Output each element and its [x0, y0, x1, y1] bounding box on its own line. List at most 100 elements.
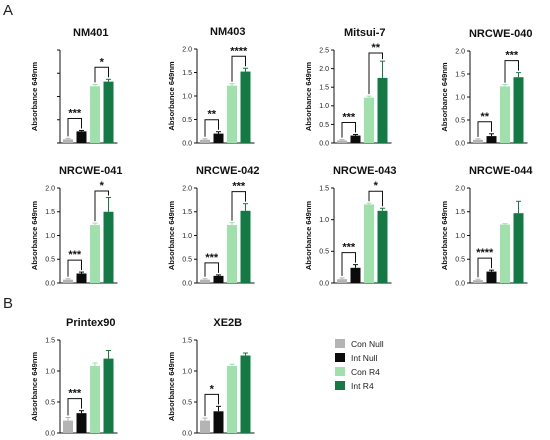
legend-label: Int Null [351, 353, 378, 363]
y-tick-label: 1.5 [182, 209, 192, 216]
legend-swatch [335, 339, 345, 348]
bar-int-r4 [513, 77, 524, 143]
chart-nrcwe-041: NRCWE-041 0.0 0.5 1.0 1.5 2.0 Absorbance 649nm… [30, 165, 123, 287]
bar-con-null [200, 420, 210, 433]
bar-int-r4 [240, 71, 251, 143]
bar-con-r4 [227, 85, 237, 143]
y-tick-label: 1.5 [455, 209, 465, 216]
chart-nrcwe-040: NRCWE-040 0.0 0.5 1.0 1.5 2.0 Absorbance 649nm… [440, 28, 533, 147]
bracket-line [477, 121, 492, 137]
y-tick-label: 0.5 [182, 117, 192, 124]
y-tick-label: 0.5 [182, 257, 192, 264]
bar-con-null [63, 139, 73, 143]
bar-int-null [76, 131, 87, 143]
bar-con-null [337, 279, 347, 283]
chart-title: NRCWE-044 [469, 165, 533, 177]
legend-swatch [335, 353, 345, 362]
significance-bracket: ** [477, 111, 492, 137]
bar-con-r4 [227, 366, 237, 433]
significance-label: * [100, 56, 105, 68]
significance-bracket: *** [341, 111, 356, 138]
significance-label: **** [230, 45, 248, 57]
bar-con-r4 [90, 225, 100, 283]
bracket-line [94, 66, 109, 83]
y-tick-label: 0.0 [182, 430, 192, 437]
y-tick-label: 0.5 [319, 249, 329, 256]
bar-int-null [486, 136, 497, 143]
bar-int-r4 [240, 210, 251, 283]
bar-con-null [63, 279, 73, 283]
significance-bracket: ** [368, 42, 383, 95]
legend: Con Null Int Null Con R4 Int R4 [335, 339, 384, 391]
bar-con-null [200, 139, 210, 143]
y-tick-label: 1.0 [455, 233, 465, 240]
chart-xe2b: XE2B 0.0 0.5 1.0 1.5 Absorbance 649nm * [167, 317, 255, 437]
significance-label: *** [505, 50, 519, 62]
bar-int-null [213, 275, 224, 283]
significance-bracket: *** [504, 50, 519, 83]
chart-nrcwe-042: NRCWE-042 0.0 0.5 1.0 1.5 2.0 Absorbance 649nm… [167, 165, 260, 287]
legend-item-con-r4: Con R4 [335, 367, 380, 377]
legend-label: Con Null [351, 339, 384, 349]
bracket-line [231, 55, 246, 82]
chart-title: NRCWE-040 [469, 28, 533, 40]
significance-label: *** [68, 249, 82, 261]
bracket-line [67, 398, 82, 416]
y-tick-label: 0.0 [319, 140, 329, 147]
legend-item-int-r4: Int R4 [335, 381, 374, 391]
y-tick-label: 1.0 [319, 103, 329, 110]
y-axis-label: Absorbance 649nm [30, 352, 39, 422]
chart-title: NRCWE-041 [59, 165, 123, 177]
chart-title: Mitsui-7 [344, 27, 386, 39]
chart-nrcwe-044: NRCWE-044 0.0 0.5 1.0 1.5 2.0 Absorbance 649nm… [440, 165, 533, 287]
bar-int-null [76, 413, 87, 433]
significance-label: ** [207, 109, 216, 121]
bar-int-null [213, 411, 224, 433]
bracket-line [504, 60, 519, 83]
significance-bracket: ** [204, 109, 219, 137]
legend-item-con-null: Con Null [335, 339, 384, 349]
chart-title: XE2B [213, 317, 242, 329]
y-axis-label: Absorbance 649nm [167, 352, 176, 422]
y-tick-label: 1.5 [182, 70, 192, 77]
bracket-line [204, 119, 219, 137]
bracket-line [477, 257, 492, 278]
chart-title: NM403 [210, 26, 245, 38]
bar-int-r4 [103, 211, 114, 283]
bar-int-null [213, 133, 224, 143]
significance-bracket: *** [67, 249, 82, 277]
significance-bracket: **** [476, 247, 494, 278]
bracket-line [368, 52, 383, 95]
bar-int-r4 [377, 77, 388, 143]
significance-bracket: * [94, 180, 109, 222]
y-axis-label: Absorbance 649nm [440, 62, 449, 132]
y-tick-label: 0.0 [455, 140, 465, 147]
significance-label: **** [476, 247, 494, 259]
bar-int-r4 [240, 355, 251, 433]
chart-title: Printex90 [66, 317, 116, 329]
y-axis-label: Absorbance 649nm [30, 62, 39, 132]
chart-mitsui-7: Mitsui-7 0.0 0.5 1.0 1.5 2.0 2.5 Absorbance 649… [304, 27, 392, 147]
significance-label: ** [371, 42, 380, 54]
y-tick-label: 0.0 [319, 280, 329, 287]
significance-label: * [100, 180, 105, 192]
bar-int-r4 [103, 358, 114, 433]
bar-int-null [76, 273, 87, 283]
significance-bracket: * [204, 383, 219, 417]
bracket-line [67, 259, 82, 277]
bar-int-null [486, 271, 497, 283]
y-tick-label: 1.0 [182, 368, 192, 375]
bar-con-r4 [227, 225, 237, 283]
bracket-line [341, 252, 356, 276]
significance-bracket: *** [341, 242, 356, 276]
chart-title: NRCWE-043 [333, 165, 397, 177]
y-axis-label: Absorbance 649nm [167, 201, 176, 271]
y-tick-label: 0.5 [455, 257, 465, 264]
significance-label: * [210, 383, 215, 395]
y-axis-label: Absorbance 649nm [167, 61, 176, 131]
